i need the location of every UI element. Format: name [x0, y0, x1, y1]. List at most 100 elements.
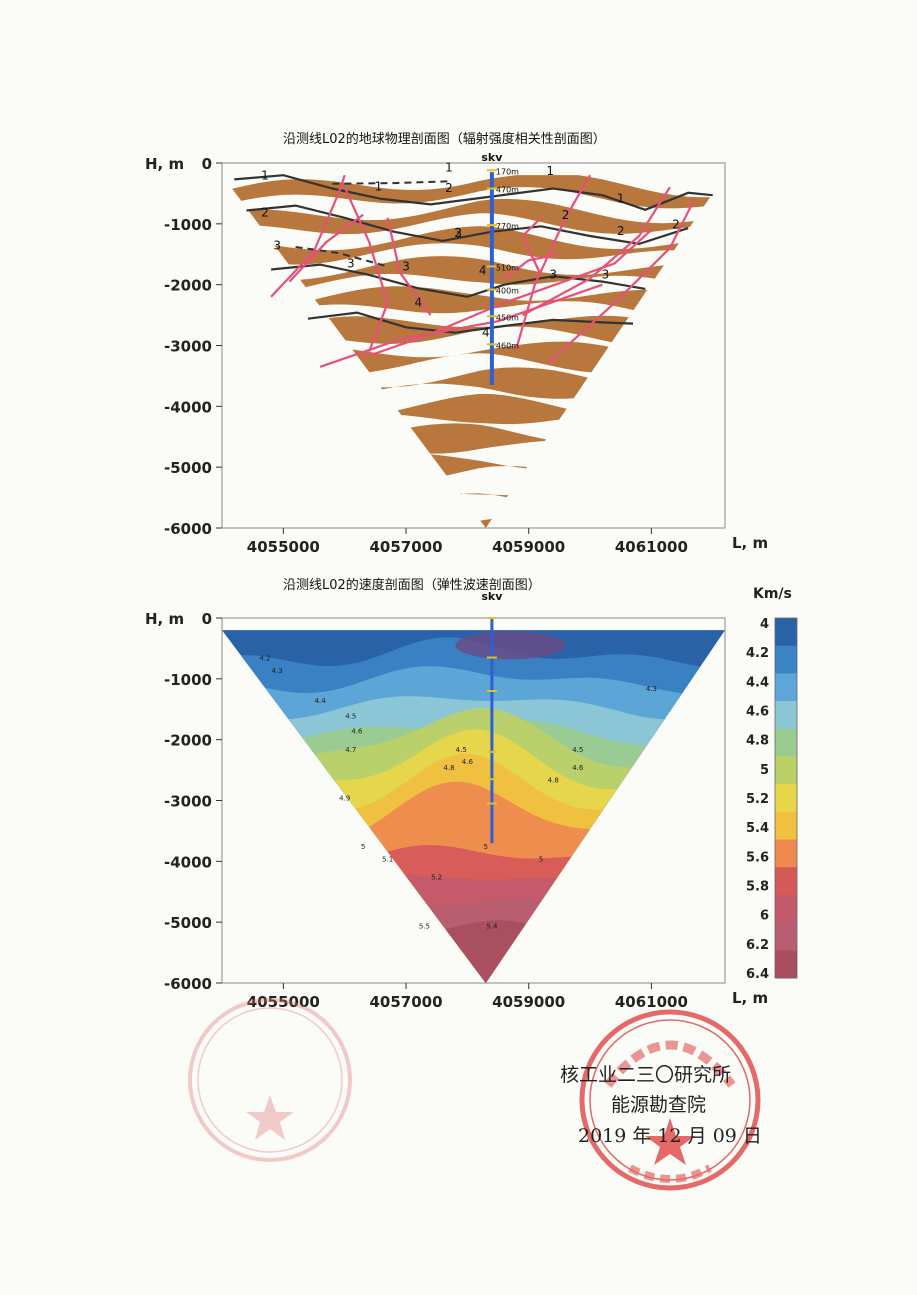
chart2-y-tick-label: -2000 — [164, 732, 212, 750]
chart2-colorbar-tick-label: 4 — [760, 617, 769, 632]
chart2-y-tick-label: -5000 — [164, 914, 212, 932]
chart2-y-axis-label: H, m — [145, 610, 184, 628]
chart2-contour-label: 4.5 — [456, 746, 467, 754]
chart1-horizon-label: 1 — [375, 179, 383, 193]
chart1-y-tick-label: 0 — [202, 155, 212, 173]
chart2-colorbar-tick-label: 5.8 — [746, 880, 769, 895]
chart2-colorbar-tick-label: 6.4 — [746, 967, 769, 982]
chart2-contour-label: 5.2 — [431, 874, 442, 882]
chart2-x-axis-label: L, m — [732, 989, 768, 1007]
chart2-colorbar-tick-label: 5 — [760, 763, 769, 778]
chart2-velocity-field — [222, 630, 725, 984]
chart2-colorbar-tick-label: 4.8 — [746, 734, 769, 749]
chart1-band — [222, 483, 725, 515]
chart1-horizon-label: 2 — [617, 224, 625, 238]
radiation-correlation-section-chart: 0 -1000 -2000 -3000 -4000 -5000 -6000 4055000 40… — [145, 151, 768, 556]
chart1-band — [222, 423, 725, 463]
chart1-band — [222, 315, 725, 348]
chart1-x-tick-label: 4057000 — [369, 538, 442, 556]
chart2-colorbar-swatch — [775, 673, 797, 702]
chart2-contour-label: 4.5 — [345, 712, 356, 720]
chart1-well-depth-label: 450m — [496, 313, 519, 322]
chart1-fault-line — [386, 217, 432, 316]
chart2-velocity-band — [222, 920, 725, 984]
chart2-colorbar-swatch — [775, 867, 797, 896]
chart2-colorbar-swatch — [775, 701, 797, 730]
chart1-horizon-label: 2 — [445, 181, 453, 195]
chart2-contour-label: 4.4 — [315, 697, 327, 705]
chart2-contour-label: 4.9 — [339, 795, 350, 803]
chart1-y-axis-label: H, m — [145, 155, 184, 173]
chart2-colorbar-swatch — [775, 894, 797, 924]
chart2-colorbar-tick-label: 4.2 — [746, 646, 769, 661]
chart2-contour-label: 4.8 — [443, 764, 454, 772]
chart1-fault-line — [319, 283, 603, 368]
chart2-contour-label: 5 — [539, 855, 543, 863]
footer-date: 2019 年 12 月 09 日 — [578, 1125, 762, 1147]
chart2-colorbar-swatch — [775, 645, 797, 674]
chart1-y-tick-label: -2000 — [164, 277, 212, 295]
chart2-colorbar-tick-label: 4.6 — [746, 705, 769, 720]
chart2-x-tick-label: 4061000 — [615, 993, 688, 1011]
chart2-colorbar-swatch — [775, 811, 797, 841]
chart1-horizon-label: 3 — [347, 257, 355, 271]
chart1-fault-line — [515, 174, 591, 349]
chart-2-title: 沿测线L02的速度剖面图（弹性波速剖面图） — [283, 578, 541, 593]
chart2-contour-label: 4.8 — [548, 776, 559, 784]
chart1-horizon-label: 1 — [261, 168, 269, 182]
chart1-x-tick-label: 4059000 — [492, 538, 565, 556]
chart2-colorbar-frame — [774, 617, 798, 979]
chart1-horizon-label: 4 — [414, 296, 422, 310]
chart1-horizon-label: 2 — [672, 218, 680, 232]
chart1-horizon-label: 1 — [546, 164, 554, 178]
chart2-low-velocity-anomaly — [455, 631, 566, 660]
footer-dept: 能源勘查院 — [611, 1094, 707, 1116]
chart1-dashed-horizon-3 — [295, 246, 388, 268]
chart1-horizon-label: 3 — [454, 226, 462, 240]
chart1-band — [222, 393, 725, 436]
chart1-fault-line — [270, 174, 346, 298]
chart2-colorbar-swatch — [775, 618, 797, 647]
chart1-horizon-label: 2 — [562, 208, 570, 222]
chart1-fault-line — [362, 229, 653, 359]
chart2-colorbar-swatch — [775, 839, 797, 868]
chart1-dashed-horizon-1 — [332, 180, 450, 185]
chart1-band — [222, 175, 725, 209]
chart1-y-tick-label: -6000 — [164, 520, 212, 538]
chart1-x-tick-label: 4061000 — [615, 538, 688, 556]
chart1-horizon-label: 3 — [549, 268, 557, 282]
chart1-band — [222, 341, 725, 375]
chart1-fault-line — [546, 199, 696, 365]
velocity-section-chart: 0 -1000 -2000 -3000 -4000 -5000 -6000 4055000 40… — [145, 586, 798, 1011]
chart1-horizon-label: 3 — [273, 238, 281, 252]
chart1-horizon-label: 1 — [445, 161, 453, 175]
chart2-colorbar-unit: Km/s — [753, 586, 792, 602]
chart1-horizon-2 — [246, 204, 689, 246]
chart1-fault-line — [503, 253, 560, 280]
chart2-contour-label: 5.5 — [419, 922, 430, 930]
chart1-horizon-label: 1 — [617, 192, 625, 206]
chart1-fault-line — [522, 186, 671, 317]
chart2-contour-label: 4.3 — [272, 667, 283, 675]
chart1-y-tick-label: -3000 — [164, 338, 212, 356]
chart1-horizon-label: 2 — [454, 226, 462, 240]
chart1-band — [222, 256, 725, 296]
chart2-y-tick-label: -3000 — [164, 793, 212, 811]
chart2-contour-label: 4.2 — [259, 655, 270, 663]
chart2-contour-label: 5.1 — [382, 855, 393, 863]
chart1-band — [222, 453, 725, 488]
chart1-well-depth-label: 400m — [496, 287, 519, 296]
chart2-contour-label: 5 — [484, 843, 488, 851]
faded-seal-stamp — [188, 998, 352, 1162]
chart1-horizon-label: 4 — [482, 325, 490, 339]
chart2-colorbar-swatch — [775, 728, 797, 757]
chart1-bands — [222, 175, 725, 529]
chart2-y-tick-label: -1000 — [164, 671, 212, 689]
chart2-contour-label: 4.5 — [572, 746, 583, 754]
chart2-colorbar-tick-label: 6.2 — [746, 938, 769, 953]
chart1-well-depth-label: 170m — [496, 167, 519, 176]
chart2-colorbar-swatch — [775, 922, 797, 951]
chart1-y-tick-label: -4000 — [164, 398, 212, 416]
footer-org: 核工业二三〇研究所 — [560, 1064, 732, 1086]
chart2-y-tick-label: -4000 — [164, 853, 212, 871]
